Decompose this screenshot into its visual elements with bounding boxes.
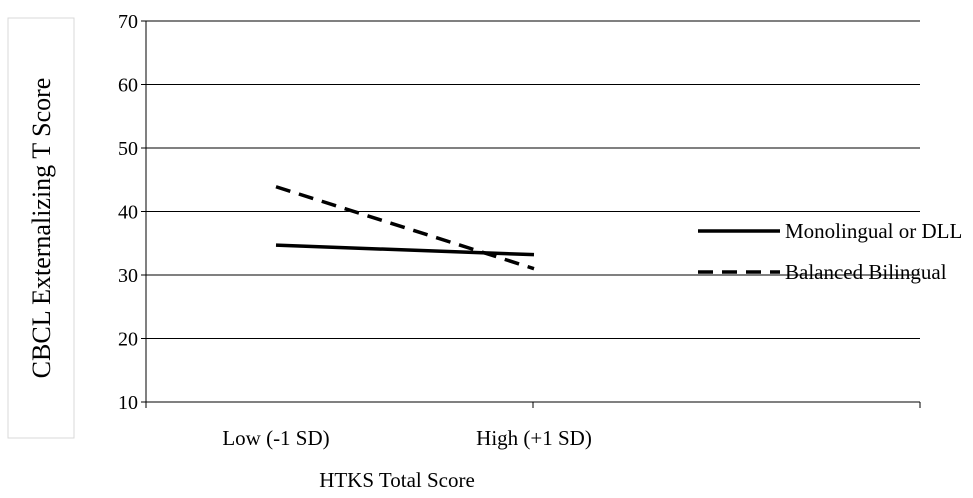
x-tick-labels: Low (-1 SD) High (+1 SD) bbox=[222, 426, 592, 450]
y-axis-title-box bbox=[7, 17, 75, 439]
y-tick-label: 40 bbox=[118, 202, 138, 224]
y-tick-label: 10 bbox=[118, 392, 138, 414]
y-tick-label: 70 bbox=[118, 11, 138, 33]
y-tick-label: 20 bbox=[118, 329, 138, 351]
series-line-balanced-bilingual bbox=[275, 185, 535, 271]
x-tick-label: Low (-1 SD) bbox=[222, 426, 329, 450]
legend: Monolingual or DLL Balanced Bilingual bbox=[698, 219, 962, 284]
x-axis-title: HTKS Total Score bbox=[319, 468, 475, 492]
y-tick-label: 30 bbox=[118, 265, 138, 287]
legend-label: Balanced Bilingual bbox=[785, 260, 947, 284]
legend-label: Monolingual or DLL bbox=[785, 219, 962, 243]
y-axis-title: CBCL Externalizing T Score bbox=[27, 78, 56, 379]
y-tick-label: 60 bbox=[118, 75, 138, 97]
x-tick-label: High (+1 SD) bbox=[476, 426, 592, 450]
y-axis-title-group: CBCL Externalizing T Score bbox=[7, 17, 75, 439]
gridlines bbox=[146, 20, 920, 403]
y-tick-labels: 10 20 30 40 50 60 70 bbox=[118, 11, 138, 414]
axes bbox=[141, 20, 921, 408]
series-line-monolingual-or-dll bbox=[275, 243, 535, 257]
x-axis-title-group: HTKS Total Score bbox=[319, 468, 475, 492]
y-tick-label: 50 bbox=[118, 138, 138, 160]
series-lines bbox=[275, 185, 535, 271]
